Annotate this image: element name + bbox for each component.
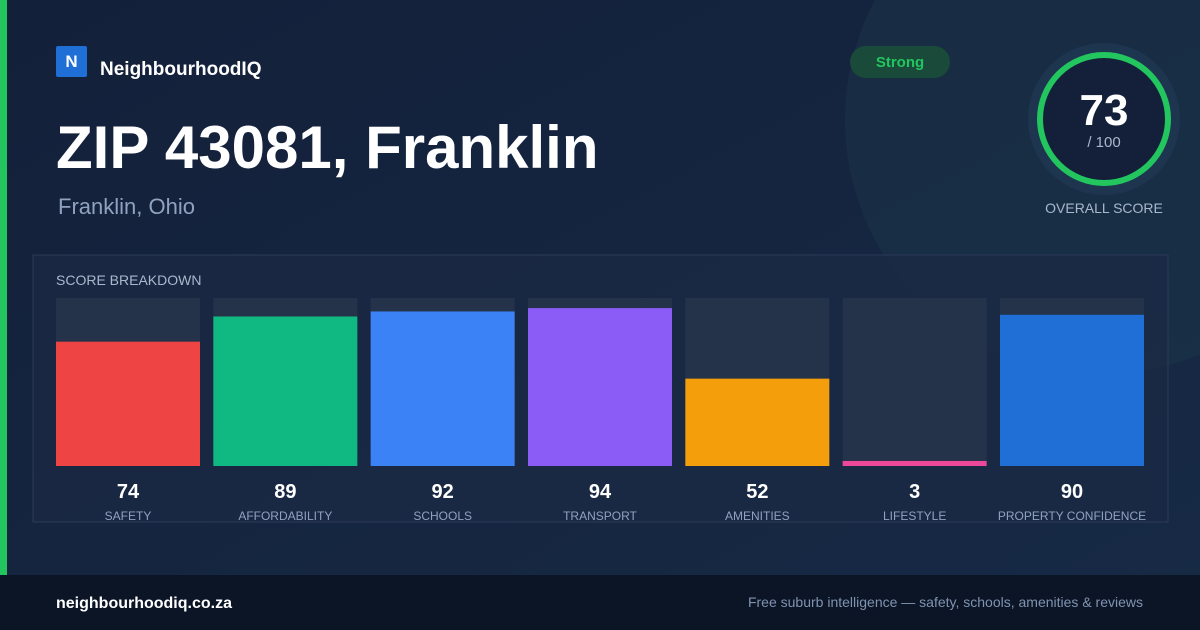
footer-tagline: Free suburb intelligence — safety, schoo… — [748, 594, 1143, 610]
value-label: 92 — [432, 481, 454, 503]
category-label: SCHOOLS — [413, 509, 472, 523]
brand-name: NeighbourhoodIQ — [100, 59, 261, 80]
accent-stripe — [0, 0, 7, 575]
category-label: LIFESTYLE — [883, 509, 946, 523]
bar-track — [842, 298, 987, 466]
bars: 74 SAFETY 89 AFFORDABILITY 92 SCHOOLS 94 TRANSP… — [56, 298, 1146, 523]
value-label: 3 — [909, 481, 920, 503]
value-label: 89 — [274, 481, 296, 503]
bar — [842, 460, 987, 466]
badge-text: Strong — [876, 54, 924, 71]
score-max: / 100 — [1087, 134, 1120, 151]
bar — [370, 311, 515, 466]
value-label: 52 — [746, 481, 768, 503]
value-label: 94 — [589, 481, 612, 503]
subtitle: Franklin, Ohio — [58, 194, 195, 219]
category-label: AMENITIES — [725, 509, 790, 523]
footer-bar — [0, 575, 1200, 630]
footer-site: neighbourhoodiq.co.za — [56, 595, 232, 612]
category-label: PROPERTY CONFIDENCE — [998, 509, 1146, 523]
chart-title: SCORE BREAKDOWN — [56, 272, 201, 288]
score-label: OVERALL SCORE — [1045, 200, 1163, 216]
bar — [56, 341, 200, 466]
category-label: TRANSPORT — [563, 509, 637, 523]
score-ring — [1037, 52, 1171, 186]
bar — [685, 378, 830, 466]
badge — [850, 46, 950, 78]
page-title: ZIP 43081, Franklin — [56, 114, 599, 181]
category-label: SAFETY — [105, 509, 152, 523]
logo-letter: N — [65, 52, 77, 71]
logo-box — [56, 46, 87, 77]
bar — [1000, 314, 1144, 466]
value-label: 90 — [1061, 481, 1083, 503]
category-label: AFFORDABILITY — [238, 509, 332, 523]
score-value: 73 — [1080, 86, 1129, 135]
bar — [213, 316, 358, 466]
bar — [528, 308, 672, 466]
value-label: 74 — [117, 481, 140, 503]
